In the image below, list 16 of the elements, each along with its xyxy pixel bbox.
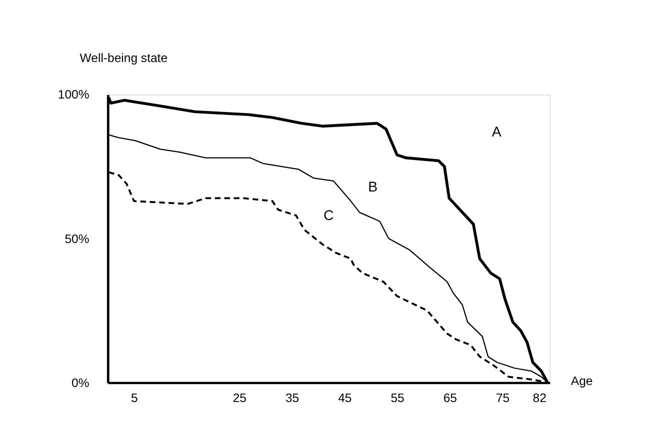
y-axis-title: Well-being state <box>80 50 168 65</box>
x-tick-label: 35 <box>285 390 300 405</box>
x-tick-label: 5 <box>131 390 138 405</box>
annotation: B <box>368 179 378 196</box>
x-tick-label: 55 <box>390 390 405 405</box>
y-tick-label: 0% <box>72 376 90 390</box>
x-tick-label: 65 <box>443 390 458 405</box>
y-tick-label: 100% <box>58 88 90 102</box>
y-tick-label: 50% <box>64 232 90 246</box>
x-axis-title: Age <box>570 374 593 388</box>
x-tick-label: 82 <box>532 390 547 405</box>
annotation: C <box>324 208 334 224</box>
x-tick-label: 75 <box>496 390 510 405</box>
annotation: A <box>492 124 502 141</box>
x-tick-label: 45 <box>338 390 352 405</box>
x-tick-label: 25 <box>232 390 247 405</box>
